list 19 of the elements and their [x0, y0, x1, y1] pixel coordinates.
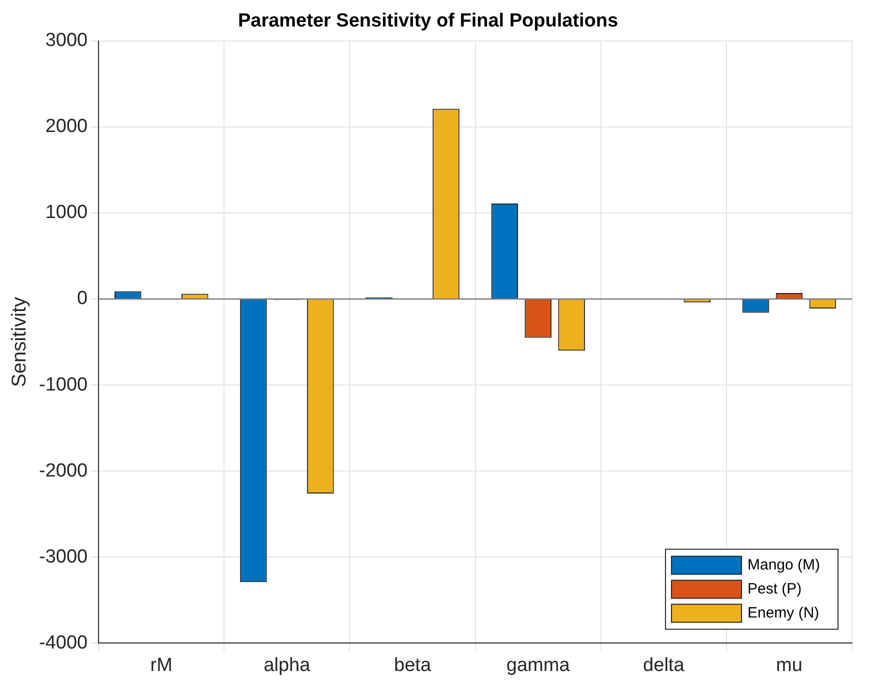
- legend-label: Mango (M): [747, 556, 820, 574]
- y-tick-label: 1000: [45, 202, 88, 224]
- y-tick-label: 0: [77, 288, 88, 310]
- x-tick-label: gamma: [506, 654, 570, 676]
- x-tick-label: delta: [643, 654, 685, 676]
- chart-title: Parameter Sensitivity of Final Populations: [238, 10, 618, 32]
- x-tick-label: rM: [150, 654, 172, 676]
- y-tick-label: -4000: [38, 632, 88, 654]
- y-axis-title: Sensitivity: [8, 296, 31, 388]
- legend-label: Pest (P): [747, 580, 802, 598]
- y-tick-label: -1000: [38, 374, 88, 396]
- y-tick-label: 3000: [45, 30, 88, 52]
- x-tick-label: alpha: [264, 654, 311, 676]
- y-tick-label: -2000: [38, 460, 88, 482]
- legend-label: Enemy (N): [747, 604, 820, 622]
- x-tick-label: mu: [776, 654, 802, 676]
- y-tick-label: 2000: [45, 116, 88, 138]
- y-tick-label: -3000: [38, 546, 88, 568]
- x-tick-label: beta: [394, 654, 432, 676]
